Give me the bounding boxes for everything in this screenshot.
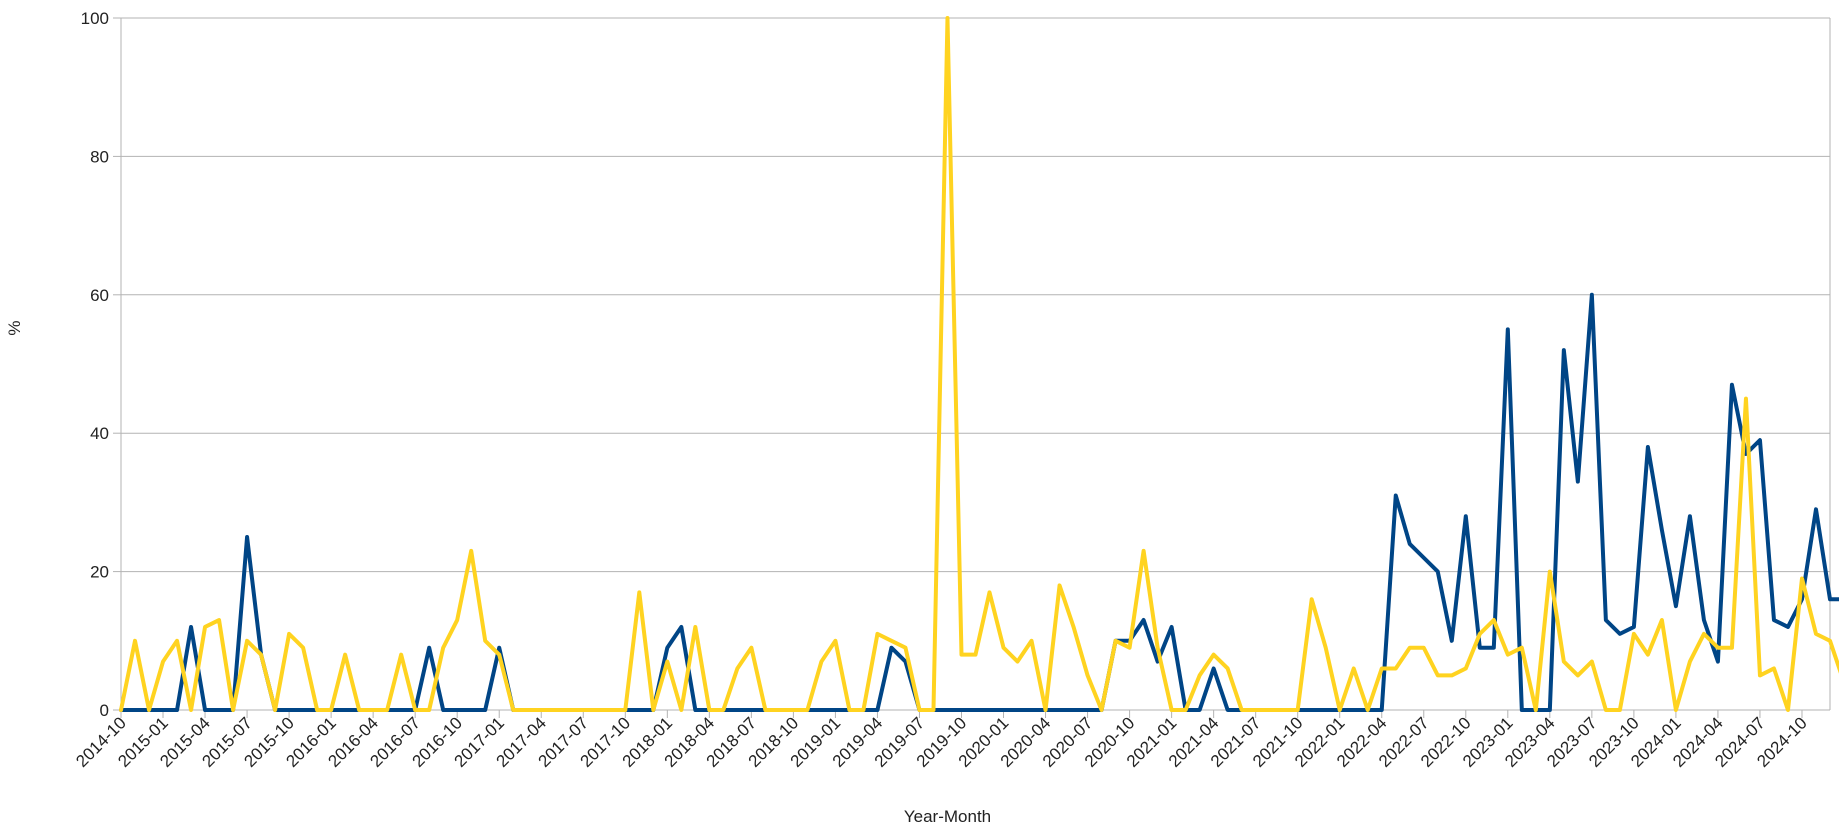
series-lines bbox=[119, 16, 1839, 712]
series-line-2 bbox=[119, 16, 1839, 712]
y-tick-label: 40 bbox=[90, 424, 109, 443]
x-tick-labels: 2014-102015-012015-042015-072015-102016-… bbox=[72, 713, 1811, 771]
y-tick-label: 60 bbox=[90, 286, 109, 305]
y-tick-labels: 0 20 40 60 80 100 bbox=[81, 9, 109, 720]
y-axis-title: % bbox=[5, 320, 24, 335]
series-line-1 bbox=[119, 292, 1839, 712]
y-tick-label: 0 bbox=[100, 701, 109, 720]
grid-lines bbox=[121, 17, 1830, 711]
y-tick-label: 100 bbox=[81, 9, 109, 28]
axes bbox=[113, 17, 1831, 718]
y-tick-label: 20 bbox=[90, 563, 109, 582]
x-axis-title: Year-Month bbox=[904, 807, 991, 826]
y-tick-label: 80 bbox=[90, 147, 109, 166]
